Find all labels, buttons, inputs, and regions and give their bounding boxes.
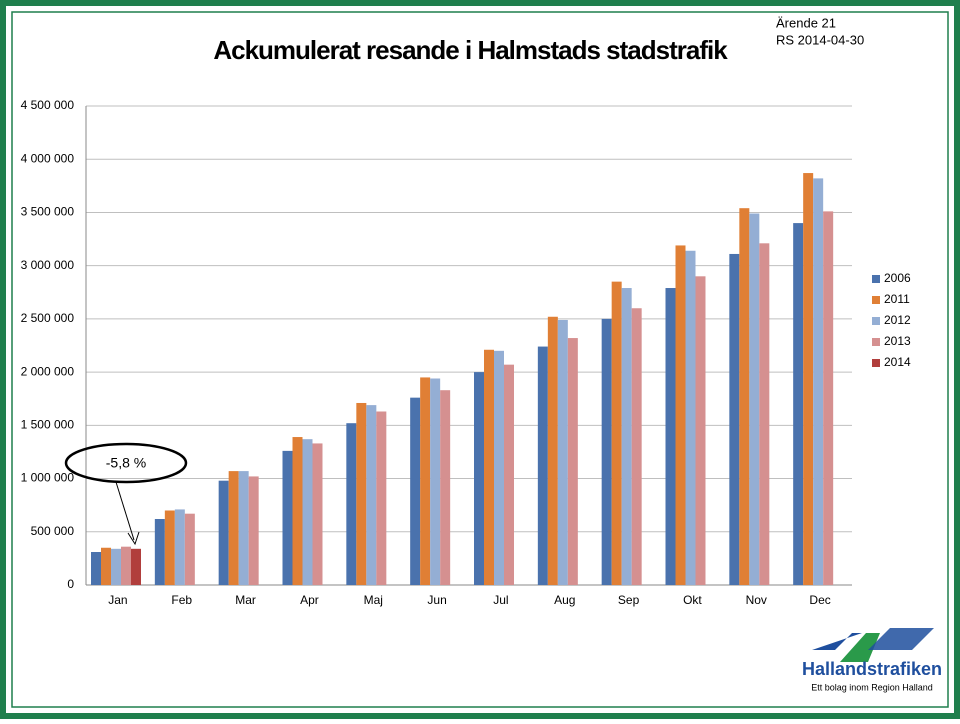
bar (631, 308, 642, 585)
bar (793, 223, 804, 586)
bar (376, 411, 387, 585)
bar (356, 402, 367, 585)
y-tick-label: 500 000 (31, 524, 75, 538)
annotation-arrow (115, 481, 135, 541)
bar (154, 519, 165, 585)
legend-label: 2011 (884, 292, 910, 306)
x-tick-label: Mar (235, 593, 256, 607)
x-tick-label: Aug (554, 593, 575, 607)
case-number: Ärende 21 (776, 15, 836, 30)
bar (611, 281, 622, 585)
y-tick-label: 1 000 000 (21, 471, 75, 485)
bar (282, 450, 293, 585)
y-tick-label: 3 500 000 (21, 205, 75, 219)
legend-swatch (872, 338, 880, 346)
x-tick-label: Jul (493, 593, 508, 607)
annotation-ellipse (64, 442, 188, 484)
date: RS 2014-04-30 (776, 32, 864, 47)
legend-swatch (872, 275, 880, 283)
legend-swatch (872, 296, 880, 304)
bar (474, 372, 484, 585)
bar (729, 253, 740, 586)
legend-swatch (872, 317, 880, 325)
bar (346, 423, 357, 585)
bar (749, 213, 760, 585)
y-tick-label: 2 500 000 (21, 311, 75, 325)
y-tick-label: 3 000 000 (21, 258, 75, 272)
logo-mark (868, 628, 934, 650)
legend-label: 2014 (884, 355, 911, 369)
y-tick-label: 2 000 000 (21, 364, 75, 378)
bar (494, 350, 504, 585)
bar (484, 349, 494, 585)
x-tick-label: Okt (683, 593, 702, 607)
x-tick-label: Nov (746, 593, 767, 607)
legend-label: 2006 (884, 271, 911, 285)
bar (601, 318, 612, 585)
x-tick-label: Sep (618, 593, 640, 607)
x-tick-label: Feb (171, 593, 192, 607)
legend-swatch (872, 359, 880, 367)
annotation: -5,8 % (106, 455, 146, 471)
chart-title: Ackumulerat resande i Halmstads stadstra… (213, 35, 728, 65)
bar (621, 288, 632, 585)
bar (557, 319, 568, 585)
logo-mark (840, 633, 880, 662)
bar (420, 377, 431, 585)
bar (739, 208, 750, 586)
bar (91, 552, 101, 585)
bar (685, 250, 696, 585)
y-tick-label: 0 (67, 577, 74, 591)
x-tick-label: Jan (108, 593, 127, 607)
bar (504, 364, 514, 585)
x-tick-label: Jun (427, 593, 446, 607)
bar (174, 509, 185, 585)
bar (410, 397, 421, 585)
bar (238, 471, 249, 585)
bar (567, 338, 578, 585)
bar (302, 439, 313, 585)
bar (813, 178, 824, 586)
bar (292, 437, 303, 585)
logo-mark (812, 633, 862, 650)
bar (695, 276, 706, 585)
y-tick-label: 1 500 000 (21, 418, 75, 432)
annotation-arrowhead (127, 531, 140, 546)
bar (430, 378, 441, 585)
bar (184, 513, 195, 585)
bar (440, 390, 451, 585)
bar (675, 245, 686, 586)
bar (218, 480, 229, 585)
bar (547, 316, 558, 585)
bar (248, 476, 259, 585)
bar (665, 288, 676, 585)
bar (164, 510, 175, 585)
bar (101, 547, 111, 585)
bar (366, 405, 377, 585)
x-tick-label: Maj (364, 593, 383, 607)
bar (111, 548, 121, 585)
bar (537, 346, 548, 585)
bar (131, 548, 141, 585)
bar (759, 243, 770, 585)
y-tick-label: 4 500 000 (21, 98, 75, 112)
y-tick-label: 4 000 000 (21, 151, 75, 165)
legend-label: 2013 (884, 334, 911, 348)
logo-name: Hallandstrafiken (802, 659, 942, 679)
bar (121, 546, 131, 585)
x-tick-label: Dec (809, 593, 830, 607)
bar (823, 211, 834, 585)
frame-inner (11, 11, 949, 708)
x-tick-label: Apr (300, 593, 319, 607)
bar (803, 173, 814, 585)
bar (228, 471, 239, 585)
legend-label: 2012 (884, 313, 911, 327)
logo-tagline: Ett bolag inom Region Halland (811, 682, 933, 692)
bar (312, 443, 323, 585)
logo: Hallandstrafiken Ett bolag inom Region H… (802, 628, 942, 692)
